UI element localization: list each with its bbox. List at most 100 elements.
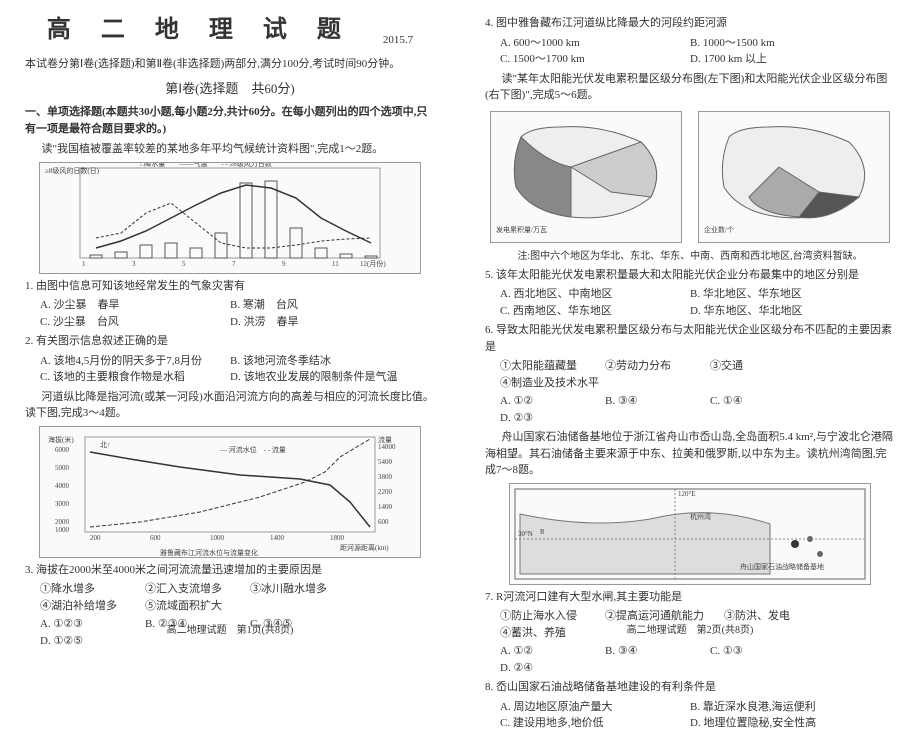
q7-c: C. ①③ xyxy=(710,643,795,660)
q3-s3: ③冰川融水增多 xyxy=(250,581,335,598)
q5-c: C. 西南地区、华东地区 xyxy=(500,303,670,320)
q4-d: D. 1700 km 以上 xyxy=(690,51,860,68)
svg-text:雅鲁藏布江河流水位与流量变化: 雅鲁藏布江河流水位与流量变化 xyxy=(160,548,258,557)
q5-a: A. 西北地区、中南地区 xyxy=(500,286,670,303)
svg-text:1400: 1400 xyxy=(270,534,285,542)
svg-text:120°E: 120°E xyxy=(678,490,696,498)
wind-curve xyxy=(96,203,371,248)
svg-text:14800: 14800 xyxy=(378,443,396,451)
q8-opts: A. 周边地区原油产量大 B. 靠近深水良港,海运便利 C. 建设用地多,地价低… xyxy=(500,699,895,732)
svg-text:R: R xyxy=(540,528,545,536)
q3-s2: ②汇入支流增多 xyxy=(145,581,230,598)
svg-text:5: 5 xyxy=(182,260,186,268)
q7-a: A. ①② xyxy=(500,643,585,660)
svg-text:2200: 2200 xyxy=(378,488,393,496)
q8-d: D. 地理位置隐秘,安全性高 xyxy=(690,715,860,732)
q1-c: C. 沙尘暴 台风 xyxy=(40,314,210,331)
footer-1: 高二地理试题 第1页(共8页) xyxy=(0,623,460,638)
svg-text:200: 200 xyxy=(90,534,101,542)
title-row: 高 二 地 理 试 题 2015.7 xyxy=(25,12,435,48)
q7-opts: A. ①② B. ③④ C. ①③ D. ②④ xyxy=(500,643,895,676)
intro-q7-8: 舟山国家石油储备基地位于浙江省舟山市岙山岛,全岛面积5.4 km²,与宁波北仑港… xyxy=(485,429,895,479)
svg-text:舟山国家石油战略储备基地: 舟山国家石油战略储备基地 xyxy=(740,562,824,571)
q7-d: D. ②④ xyxy=(500,660,585,677)
q2-d: D. 该地农业发展的限制条件是气温 xyxy=(230,369,400,386)
q5-text: 5. 该年太阳能光伏发电累积量最大和太阳能光伏企业分布最集中的地区分别是 xyxy=(485,267,895,284)
svg-text:1000: 1000 xyxy=(210,534,225,542)
svg-text:30°N: 30°N xyxy=(518,530,533,538)
q3-s4: ④湖泊补给增多 xyxy=(40,598,125,615)
svg-text:3: 3 xyxy=(132,260,136,268)
q1-opts: A. 沙尘暴 春旱 B. 寒潮 台风 C. 沙尘暴 台风 D. 洪涝 春旱 xyxy=(40,297,435,330)
q5-d: D. 华东地区、华北地区 xyxy=(690,303,860,320)
china-map-left: 发电累积量/万瓦 xyxy=(490,111,682,243)
svg-text:12(月份): 12(月份) xyxy=(360,259,386,268)
climate-chart-svg: 135 7911 12(月份) ≥8级风的日数(日) □降水量 ——气温 - -… xyxy=(40,163,420,273)
exam-title: 高 二 地 理 试 题 xyxy=(47,12,353,48)
china-map-right: 企业数/个 xyxy=(698,111,890,243)
china-maps-row: 发电累积量/万瓦 企业数/个 xyxy=(485,107,895,247)
q8-c: C. 建设用地多,地价低 xyxy=(500,715,670,732)
svg-text:7: 7 xyxy=(232,260,236,268)
precip-bars xyxy=(90,181,377,258)
svg-text:杭州湾: 杭州湾 xyxy=(690,512,711,521)
exam-date: 2015.7 xyxy=(383,32,413,49)
instruction: 本试卷分第Ⅰ卷(选择题)和第Ⅱ卷(非选择题)两部分,满分100分,考试时间90分… xyxy=(25,56,435,73)
river-chart-svg: 海拔(米) 600050004000 300020001000 流量 14800… xyxy=(40,427,420,557)
q2-opts: A. 该地4,5月份的阴天多于7,8月份 B. 该地河流冬季结冰 C. 该地的主… xyxy=(40,353,435,386)
q2-a: A. 该地4,5月份的阴天多于7,8月份 xyxy=(40,353,210,370)
svg-text:5000: 5000 xyxy=(55,464,70,472)
q6-d: D. ②③ xyxy=(500,410,585,427)
q6-c: C. ①④ xyxy=(710,393,795,410)
q6-opts: A. ①② B. ③④ C. ①④ D. ②③ xyxy=(500,393,895,426)
q4-text: 4. 图中雅鲁藏布江河道纵比降最大的河段约距河源 xyxy=(485,15,895,32)
q6-a: A. ①② xyxy=(500,393,585,410)
svg-text:企业数/个: 企业数/个 xyxy=(704,225,734,234)
q8-a: A. 周边地区原油产量大 xyxy=(500,699,670,716)
q1-d: D. 洪涝 春旱 xyxy=(230,314,400,331)
q6-b: B. ③④ xyxy=(605,393,690,410)
q4-b: B. 1000～1500 km xyxy=(690,35,860,52)
svg-text:3800: 3800 xyxy=(378,473,393,481)
q2-text: 2. 有关图示信息叙述正确的是 xyxy=(25,333,435,350)
svg-text:□降水量 ——气温 - - ≥8级风力日数: □降水量 ——气温 - - ≥8级风力日数 xyxy=(140,163,272,168)
intro-q5-6: 读"某年太阳能光伏发电累积量区级分布图(左下图)和太阳能光伏企业区级分布图(右下… xyxy=(485,71,895,104)
bay-svg: 120°E 30°N 杭州湾 舟山国家石油战略储备基地 R xyxy=(510,484,870,584)
q2-c: C. 该地的主要粮食作物是水稻 xyxy=(40,369,210,386)
elevation-line xyxy=(90,452,370,527)
q4-c: C. 1500～1700 km xyxy=(500,51,670,68)
svg-text:发电累积量/万瓦: 发电累积量/万瓦 xyxy=(496,225,547,234)
svg-text:4000: 4000 xyxy=(55,482,70,490)
q1-text: 1. 由图中信息可知该地经常发生的气象灾害有 xyxy=(25,278,435,295)
svg-text:距河源距离(km): 距河源距离(km) xyxy=(340,543,389,552)
svg-text:北↑: 北↑ xyxy=(100,441,111,449)
q6-text: 6. 导致太阳能光伏发电累积量区级分布与太阳能光伏企业区级分布不匹配的主要因素是 xyxy=(485,322,895,355)
footer-2: 高二地理试题 第2页(共8页) xyxy=(460,623,920,638)
svg-text:6000: 6000 xyxy=(55,446,70,454)
svg-text:9: 9 xyxy=(282,260,286,268)
q6-s1: ①太阳能蕴藏量 xyxy=(500,358,585,375)
q2-b: B. 该地河流冬季结冰 xyxy=(230,353,400,370)
hangzhou-bay-map: 120°E 30°N 杭州湾 舟山国家石油战略储备基地 R xyxy=(509,483,871,585)
q6-s2: ②劳动力分布 xyxy=(605,358,690,375)
intro-q1-2: 读"我国植被覆盖率较差的某地多年平均气候统计资料图",完成1～2题。 xyxy=(25,141,435,158)
q3-text: 3. 海拔在2000米至4000米之间河流流量迅速增加的主要原因是 xyxy=(25,562,435,579)
q5-b: B. 华北地区、华东地区 xyxy=(690,286,860,303)
temp-curve xyxy=(96,185,371,248)
part1-head: 一、单项选择题(本题共30小题,每小题2分,共计60分。在每小题列出的四个选项中… xyxy=(25,104,435,137)
q6-s4: ④制造业及技术水平 xyxy=(500,375,599,392)
maps-note: 注:图中六个地区为华北、东北、华东、中南、西南和西北地区,台湾资料暂缺。 xyxy=(485,249,895,264)
q7-text: 7. R河流河口建有大型水闸,其主要功能是 xyxy=(485,589,895,606)
river-chart: 海拔(米) 600050004000 300020001000 流量 14800… xyxy=(39,426,421,558)
svg-text:1000: 1000 xyxy=(55,526,70,534)
q6-s3: ③交通 xyxy=(710,358,795,375)
map-l-svg: 发电累积量/万瓦 xyxy=(491,112,681,242)
svg-text:— 河流水位 - - 流量: — 河流水位 - - 流量 xyxy=(219,445,286,454)
svg-text:≥8级风的日数(日): ≥8级风的日数(日) xyxy=(45,166,100,175)
q4-opts: A. 600～1000 km B. 1000～1500 km C. 1500～1… xyxy=(500,35,895,68)
svg-text:600: 600 xyxy=(378,518,389,526)
q3-sub: ①降水增多 ②汇入支流增多 ③冰川融水增多 ④湖泊补给增多 ⑤流域面积扩大 xyxy=(40,581,435,614)
svg-text:5400: 5400 xyxy=(378,458,393,466)
page-1: 高 二 地 理 试 题 2015.7 本试卷分第Ⅰ卷(选择题)和第Ⅱ卷(非选择题… xyxy=(0,0,460,643)
svg-text:1800: 1800 xyxy=(330,534,345,542)
